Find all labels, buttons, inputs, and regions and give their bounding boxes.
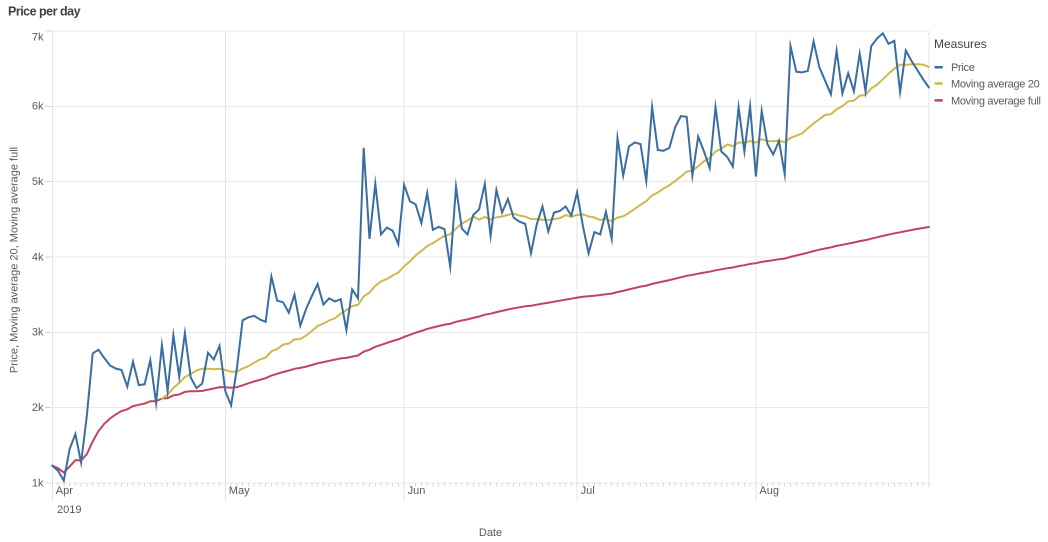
- svg-text:5k: 5k: [32, 176, 44, 188]
- svg-text:7k: 7k: [32, 31, 44, 43]
- svg-text:6k: 6k: [32, 101, 44, 113]
- svg-text:Moving average full: Moving average full: [951, 95, 1041, 107]
- svg-text:Price, Moving average 20, Movi: Price, Moving average 20, Moving average…: [9, 147, 21, 373]
- svg-text:Price: Price: [951, 62, 975, 74]
- svg-text:May: May: [229, 485, 250, 497]
- svg-text:Jun: Jun: [408, 485, 426, 497]
- svg-text:4k: 4k: [32, 251, 44, 263]
- svg-text:Date: Date: [479, 527, 502, 539]
- svg-text:Price per day: Price per day: [8, 5, 81, 19]
- svg-text:Measures: Measures: [934, 37, 987, 51]
- svg-text:3k: 3k: [32, 327, 44, 339]
- svg-text:Moving average 20: Moving average 20: [951, 78, 1040, 90]
- svg-text:2k: 2k: [32, 402, 44, 414]
- svg-text:Apr: Apr: [56, 485, 73, 497]
- svg-text:2019: 2019: [57, 504, 81, 516]
- svg-text:Aug: Aug: [759, 485, 779, 497]
- svg-text:Jul: Jul: [581, 485, 595, 497]
- svg-text:1k: 1k: [32, 477, 44, 489]
